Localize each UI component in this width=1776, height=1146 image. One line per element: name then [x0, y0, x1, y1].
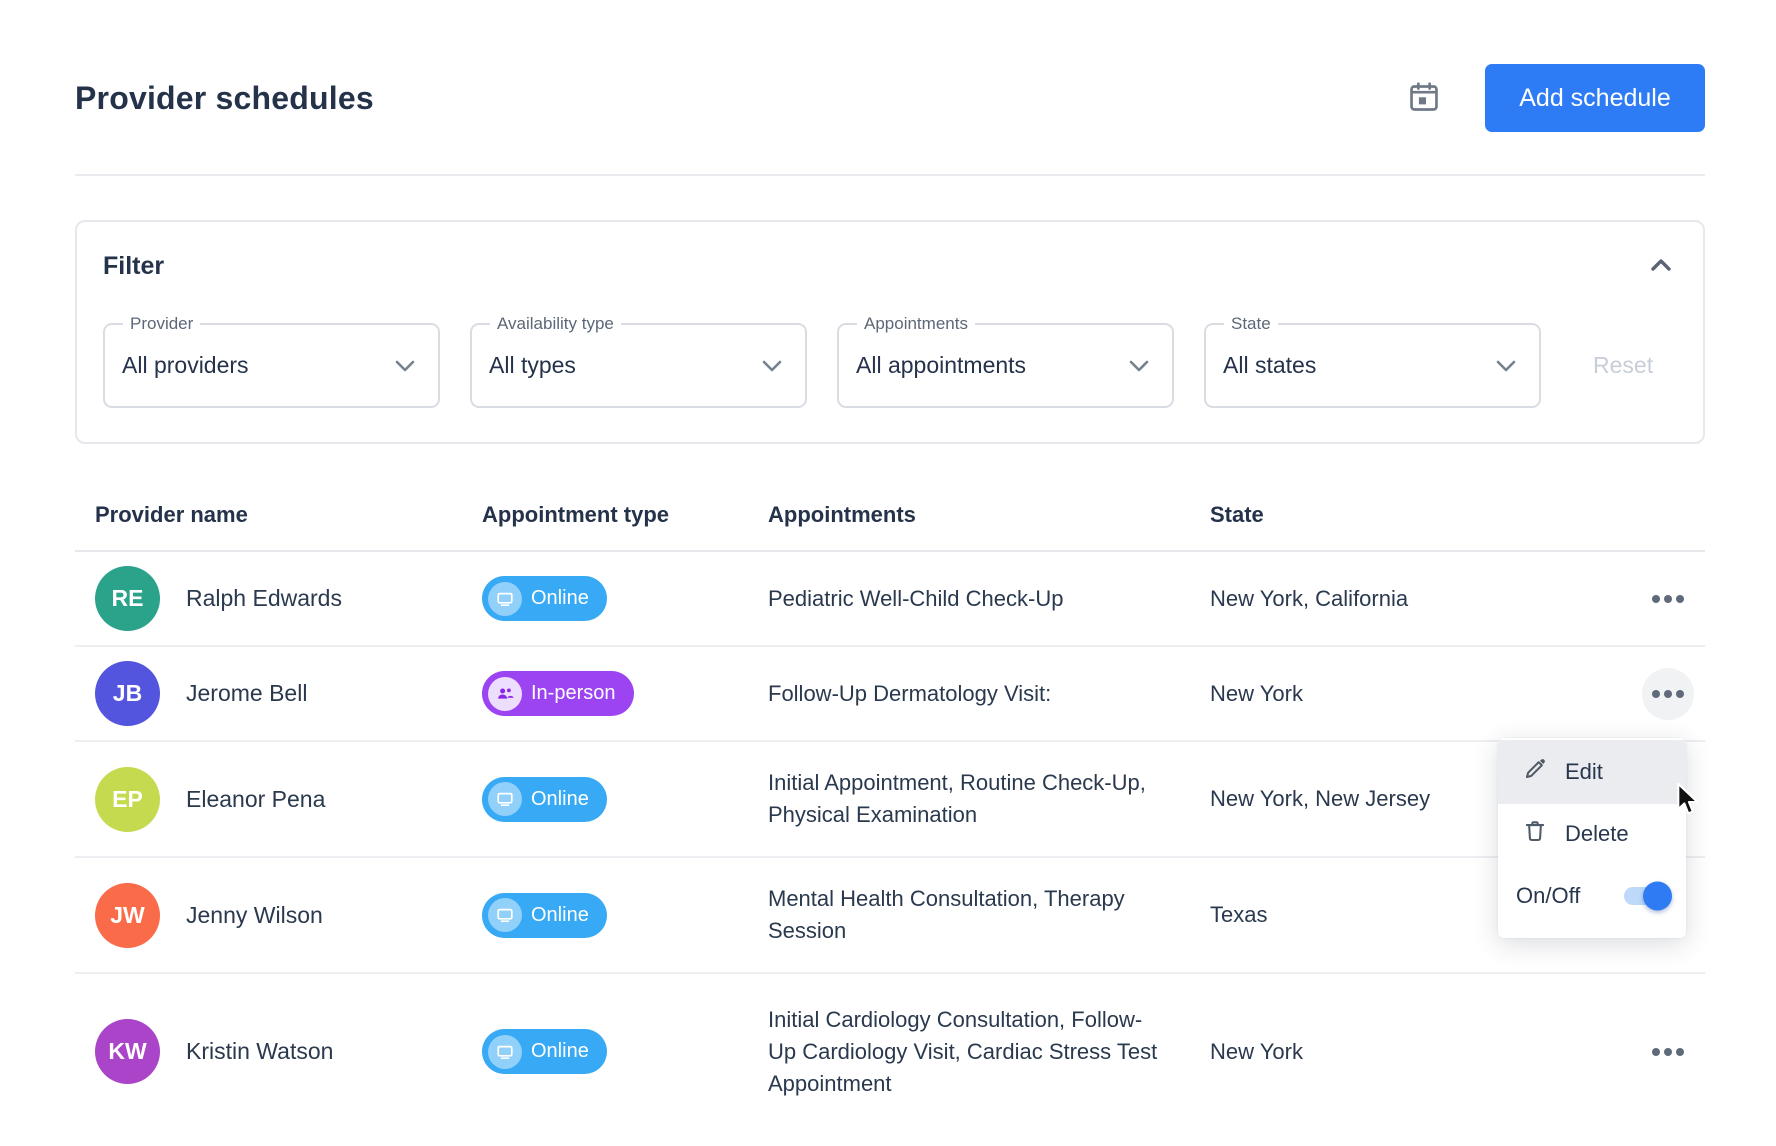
column-header-provider-name: Provider name	[95, 502, 248, 527]
filter-collapse-button[interactable]	[1649, 257, 1673, 276]
online-badge: Online	[482, 892, 607, 938]
menu-item-label: Delete	[1565, 821, 1629, 846]
avatar: EP	[95, 766, 160, 832]
avatar: KW	[95, 1019, 160, 1084]
on-off-toggle[interactable]	[1624, 881, 1672, 911]
in-person-badge: In-person	[482, 671, 634, 716]
provider-name: Kristin Watson	[186, 1038, 334, 1064]
filter-row: Provider All providers Availability type…	[103, 314, 1673, 408]
state-cell: Texas	[1210, 902, 1268, 927]
table-row: JW Jenny Wilson Online Mental Health Con…	[75, 858, 1705, 974]
trash-icon	[1522, 818, 1548, 850]
filter-title: Filter	[103, 252, 165, 280]
provider-select-label: Provider	[123, 314, 201, 334]
appointments-cell: Mental Health Consultation, Therapy Sess…	[768, 886, 1125, 943]
menu-item-label: Edit	[1565, 759, 1603, 784]
chevron-down-icon	[1495, 359, 1517, 373]
table-row: KW Kristin Watson Online Initial Cardiol…	[75, 974, 1705, 1129]
state-cell: New York	[1210, 680, 1303, 706]
appointments-cell: Initial Cardiology Consultation, Follow-…	[768, 1006, 1158, 1096]
calendar-icon	[1407, 80, 1441, 117]
more-dots-icon	[1651, 689, 1660, 698]
column-header-appointment-type: Appointment type	[482, 502, 669, 527]
provider-name: Jerome Bell	[186, 680, 308, 706]
provider-select[interactable]: Provider All providers	[103, 314, 440, 408]
badge-label: Online	[531, 1040, 589, 1062]
toggle-label: On/Off	[1516, 883, 1581, 908]
state-cell: New York, California	[1210, 585, 1409, 611]
state-cell: New York	[1210, 1038, 1303, 1064]
badge-label: Online	[531, 787, 589, 810]
table-row: EP Eleanor Pena Online Initial Appointme…	[75, 742, 1705, 858]
reset-button[interactable]: Reset	[1593, 352, 1654, 378]
calendar-button[interactable]	[1407, 80, 1441, 117]
appointments-cell: Follow-Up Dermatology Visit:	[768, 680, 1052, 706]
avatar: JB	[95, 661, 160, 726]
availability-type-select-value: All types	[489, 352, 576, 378]
add-schedule-button[interactable]: Add schedule	[1485, 64, 1705, 132]
header-actions: Add schedule	[1407, 64, 1705, 132]
provider-name: Eleanor Pena	[186, 785, 326, 812]
avatar: RE	[95, 566, 160, 631]
state-select[interactable]: State All states	[1204, 314, 1541, 408]
menu-item-on-off: On/Off	[1498, 864, 1686, 928]
state-select-label: State	[1224, 314, 1278, 334]
chevron-down-icon	[761, 359, 783, 373]
online-badge: Online	[482, 776, 607, 822]
monitor-icon	[488, 1034, 522, 1069]
badge-label: Online	[531, 587, 589, 609]
avatar: JW	[95, 882, 160, 948]
table-row: JB Jerome Bell In-person Foll	[75, 647, 1705, 742]
menu-item-delete[interactable]: Delete	[1498, 804, 1686, 864]
monitor-icon	[488, 581, 522, 616]
state-select-value: All states	[1223, 352, 1317, 378]
chevron-down-icon	[394, 359, 416, 373]
column-header-state: State	[1210, 502, 1264, 527]
page-header: Provider schedules Add schedule	[75, 0, 1705, 176]
appointments-cell: Initial Appointment, Routine Check-Up, P…	[768, 770, 1146, 827]
appointments-select-label: Appointments	[857, 314, 975, 334]
more-dots-icon	[1651, 1047, 1660, 1056]
people-icon	[488, 676, 522, 711]
provider-schedules-page: Provider schedules Add schedule Filter	[75, 0, 1705, 1129]
availability-type-select-label: Availability type	[490, 314, 621, 334]
chevron-down-icon	[1128, 359, 1150, 373]
table-header: Provider name Appointment type Appointme…	[75, 502, 1705, 552]
menu-item-edit[interactable]: Edit	[1498, 740, 1686, 804]
monitor-icon	[488, 898, 522, 932]
badge-label: Online	[531, 903, 589, 926]
provider-select-value: All providers	[122, 352, 249, 378]
provider-name: Ralph Edwards	[186, 585, 342, 611]
chevron-up-icon	[1649, 257, 1673, 276]
appointments-select[interactable]: Appointments All appointments	[837, 314, 1174, 408]
page-title: Provider schedules	[75, 79, 374, 116]
table-row: RE Ralph Edwards Online Pediatric Well-C…	[75, 552, 1705, 647]
more-options-button[interactable]	[1642, 573, 1694, 625]
monitor-icon	[488, 782, 522, 816]
appointments-select-value: All appointments	[856, 352, 1027, 378]
appointments-cell: Pediatric Well-Child Check-Up	[768, 585, 1064, 611]
online-badge: Online	[482, 1029, 607, 1074]
schedules-table: Provider name Appointment type Appointme…	[75, 502, 1705, 1129]
more-options-button[interactable]	[1641, 667, 1694, 720]
row-context-menu: Edit Delete On/Off	[1498, 738, 1686, 938]
pencil-icon	[1522, 756, 1548, 788]
provider-name: Jenny Wilson	[186, 901, 323, 928]
column-header-appointments: Appointments	[768, 502, 916, 527]
badge-label: In-person	[531, 682, 616, 704]
toggle-knob	[1643, 881, 1672, 911]
online-badge: Online	[482, 576, 607, 621]
state-cell: New York, New Jersey	[1210, 786, 1431, 811]
more-options-button[interactable]	[1642, 1026, 1694, 1078]
more-dots-icon	[1651, 594, 1660, 603]
filter-panel: Filter Provider All providers Availabili…	[75, 220, 1705, 444]
availability-type-select[interactable]: Availability type All types	[470, 314, 807, 408]
